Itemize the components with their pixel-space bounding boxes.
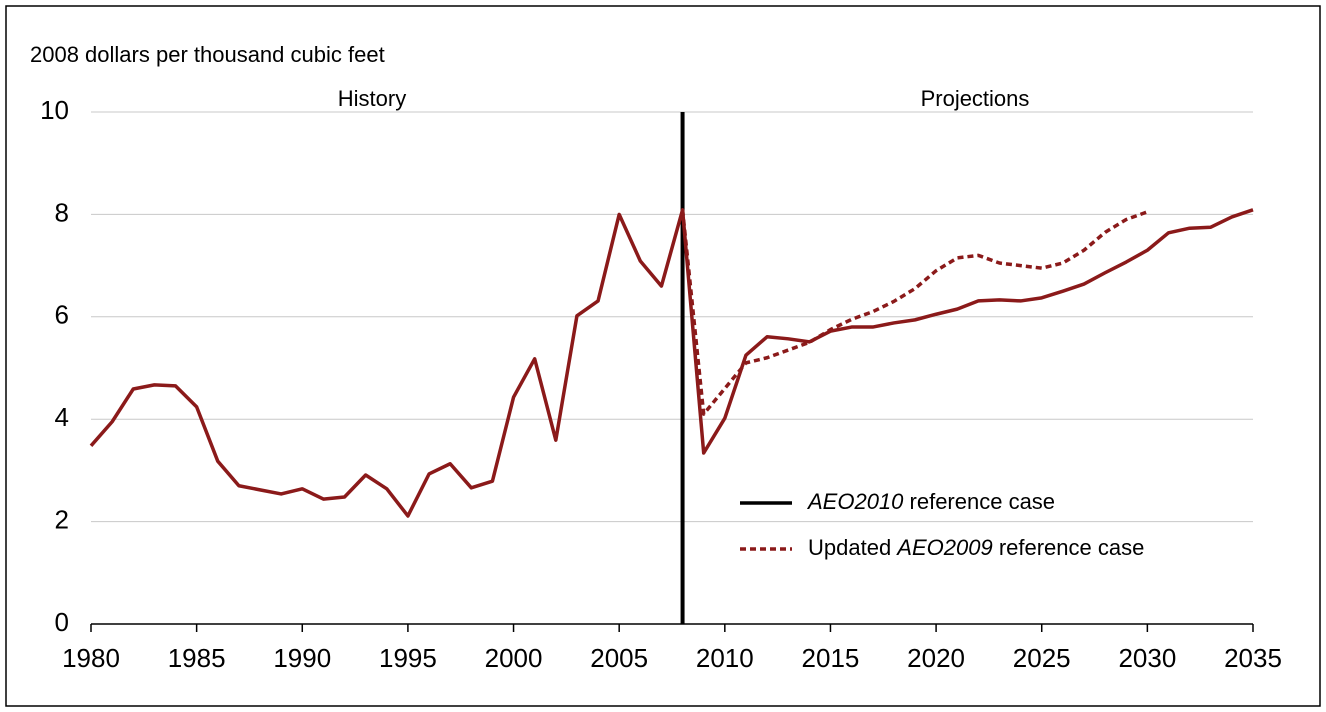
y-tick-label: 10 — [40, 95, 69, 125]
y-tick-label: 4 — [55, 402, 69, 432]
x-tick-label: 2025 — [1013, 643, 1071, 673]
x-tick-label: 1980 — [62, 643, 120, 673]
x-tick-label: 2010 — [696, 643, 754, 673]
y-tick-label: 8 — [55, 197, 69, 227]
x-tick-label: 1985 — [168, 643, 226, 673]
x-tick-label: 1995 — [379, 643, 437, 673]
x-tick-label: 2030 — [1118, 643, 1176, 673]
legend-label: AEO2010 reference case — [806, 489, 1055, 514]
y-tick-label: 2 — [55, 504, 69, 534]
x-tick-label: 2035 — [1224, 643, 1282, 673]
annotation: Projections — [921, 86, 1030, 111]
series-line — [89, 208, 1254, 518]
x-tick-label: 2000 — [485, 643, 543, 673]
x-tick-label: 2015 — [802, 643, 860, 673]
x-tick-label: 2005 — [590, 643, 648, 673]
y-tick-label: 6 — [55, 300, 69, 330]
x-tick-label: 1990 — [273, 643, 331, 673]
annotation: History — [338, 86, 406, 111]
series-line — [680, 209, 1148, 416]
legend-label: Updated AEO2009 reference case — [808, 535, 1144, 560]
y-axis-label: 2008 dollars per thousand cubic feet — [30, 42, 385, 67]
frame — [5, 5, 1321, 707]
x-tick-label: 2020 — [907, 643, 965, 673]
y-tick-label: 0 — [55, 607, 69, 637]
